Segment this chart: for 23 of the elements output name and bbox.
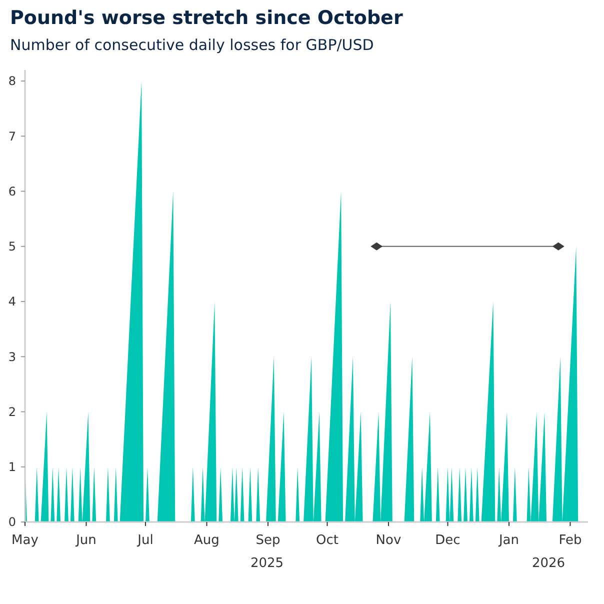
chart-title: Pound's worse stretch since October [10,7,404,29]
y-tick-label: 8 [8,74,16,88]
y-tick-label: 5 [8,240,16,254]
y-tick-label: 6 [8,184,16,198]
x-tick-label: Aug [194,533,220,548]
x-tick-label: Oct [316,533,338,548]
x-tick-label: Dec [435,533,460,548]
y-tick-label: 3 [8,350,16,364]
chart-subtitle: Number of consecutive daily losses for GBP/USD [10,36,374,54]
x-tick-label: Jan [498,533,520,548]
y-tick-label: 1 [8,460,16,474]
x-tick-label: Jul [136,533,154,548]
x-tick-label: Feb [558,533,582,548]
text: 2026 [532,556,566,571]
x-tick-label: Nov [376,533,402,548]
text: 2025 [250,556,284,571]
x-tick-label: Jun [75,533,96,548]
x-tick-label: May [12,533,39,548]
y-tick-label: 2 [8,404,16,419]
y-tick-label: 0 [8,515,16,530]
y-tick-label: 4 [8,294,16,309]
y-tick-label: 7 [8,129,16,144]
x-tick-label: Sep [256,533,280,548]
